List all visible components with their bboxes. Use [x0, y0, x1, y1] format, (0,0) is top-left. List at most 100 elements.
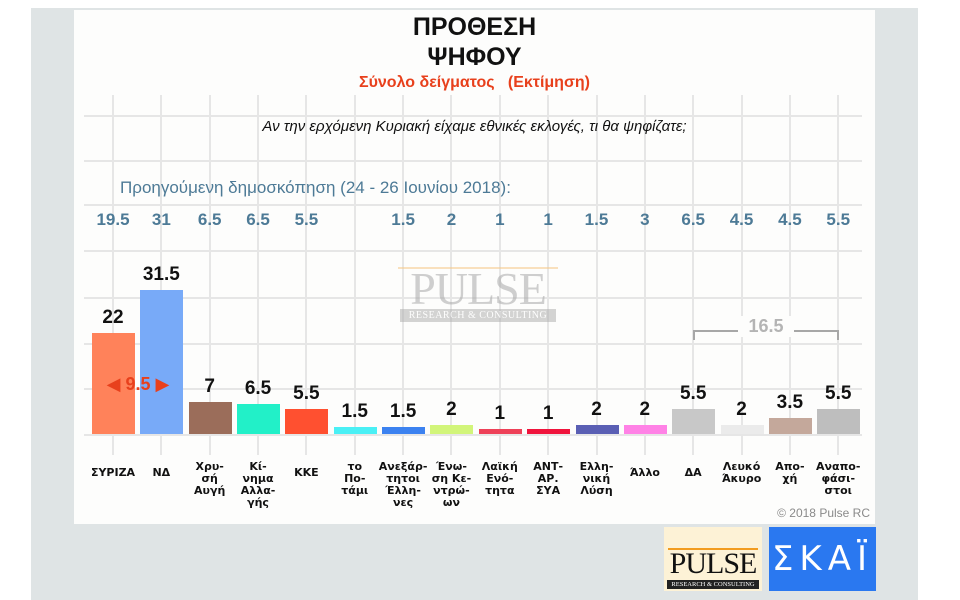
category-label: Ανεξάρ-τητοι Έλλη-νες — [378, 460, 428, 509]
gridline-horizontal — [84, 115, 862, 117]
bar — [237, 404, 281, 434]
category-label: το Πο-τάμι — [341, 460, 369, 497]
bar-value-label: 31.5 — [142, 264, 180, 286]
previous-poll-label: Προηγούμενη δημοσκόπηση (24 - 26 Ιουνίου… — [120, 178, 511, 197]
category-label: Λαϊκή Ενό-τητα — [481, 460, 518, 497]
previous-poll-value: 1.5 — [584, 210, 609, 229]
bar — [140, 290, 184, 434]
gridline-vertical — [257, 95, 260, 455]
gridline-horizontal — [84, 343, 862, 345]
gridline-vertical — [112, 95, 114, 455]
skai-logo: ΣΚΑΪ — [769, 527, 876, 591]
bar — [623, 424, 667, 434]
bar-value-label: 7 — [204, 376, 215, 397]
bar-value-label: 6.5 — [244, 378, 272, 400]
gridline-vertical — [498, 95, 501, 455]
category-label: Άλλο — [629, 466, 660, 479]
category-label: Αναπο-φάσι-στοι — [816, 460, 861, 497]
gridline-vertical — [595, 95, 598, 455]
pulse-wave-icon — [668, 548, 758, 550]
gridline-vertical — [160, 95, 163, 455]
gridline-horizontal — [84, 434, 862, 436]
previous-poll-value: 1 — [495, 210, 505, 229]
chart-subtitle: Σύνολο δείγματος (Εκτίμηση) — [358, 74, 590, 91]
category-label: ΑΝΤ- ΑΡ. ΣΥΑ — [533, 460, 564, 497]
watermark-brand: PULSE — [410, 263, 547, 314]
bar — [720, 424, 764, 434]
gridline-horizontal — [84, 297, 862, 299]
gridline-horizontal — [84, 204, 862, 206]
bar-value-label: 2 — [639, 398, 651, 420]
previous-poll-value: 6.5 — [681, 210, 705, 229]
bar-value-label: 22 — [102, 307, 124, 329]
bar-value-label: 1 — [542, 403, 554, 425]
previous-poll-value: 3 — [640, 210, 650, 229]
bar — [430, 424, 474, 434]
chart-title-line1: ΠΡΟΘΕΣΗ — [412, 13, 537, 41]
category-label: Απο-χή — [775, 460, 805, 485]
previous-poll-value: 4.5 — [778, 210, 802, 229]
bar — [575, 424, 619, 434]
bar — [92, 333, 135, 434]
gridline-vertical — [402, 95, 405, 455]
previous-poll-value: 1 — [543, 210, 553, 229]
bar — [188, 402, 232, 434]
gridline-vertical — [208, 95, 211, 455]
bar — [478, 429, 522, 434]
bar-value-label: 1.5 — [389, 401, 417, 423]
previous-poll-value: 6.5 — [246, 210, 270, 229]
bar — [382, 427, 426, 434]
bar-value-label: 5.5 — [825, 382, 852, 404]
bar — [672, 408, 716, 434]
category-label: Ελλη-νική Λύση — [579, 460, 614, 497]
undecided-bracket-label: 16.5 — [738, 316, 794, 337]
bar — [817, 408, 861, 434]
bar-value-label: 3.5 — [776, 392, 804, 413]
previous-poll-value: 31 — [151, 210, 171, 229]
bar-value-label: 5.5 — [679, 382, 707, 404]
category-label: Χρυ-σή Αυγή — [194, 460, 226, 497]
category-label: Λευκό Άκυρο — [721, 460, 762, 485]
pulse-logo-text: PULSE — [669, 547, 758, 580]
bar — [285, 408, 329, 434]
gridline-vertical — [692, 95, 695, 455]
bar-value-label: 2 — [736, 398, 747, 420]
category-label: Ένω-ση Κε-ντρώ-ων — [431, 460, 472, 509]
gridline-vertical — [547, 95, 550, 455]
watermark-tagline: RESEARCH & CONSULTING — [400, 309, 556, 322]
pulse-watermark: PULSE RESEARCH & CONSULTING — [398, 246, 558, 324]
pulse-logo: PULSE RESEARCH & CONSULTING — [664, 527, 762, 591]
gridline-vertical — [305, 95, 308, 455]
gridline-horizontal — [84, 160, 862, 162]
bar-value-label: 2 — [446, 398, 457, 420]
gridline-vertical — [450, 95, 453, 455]
previous-poll-value: 5.5 — [826, 210, 851, 229]
gridline-vertical — [837, 95, 840, 455]
previous-poll-value: 6.5 — [197, 210, 222, 229]
bar-value-label: 2 — [591, 398, 602, 420]
gridline-horizontal — [84, 250, 862, 252]
survey-question: Αν την ερχόμενη Κυριακή είχαμε εθνικές ε… — [262, 118, 687, 135]
pulse-wave-line-icon — [398, 267, 558, 269]
bar — [333, 427, 377, 434]
previous-poll-value: 1.5 — [391, 210, 415, 229]
previous-poll-value: 5.5 — [294, 210, 319, 229]
copyright: © 2018 Pulse RC — [777, 506, 870, 520]
gridline-vertical — [740, 95, 743, 455]
bar — [527, 429, 571, 434]
gridline-vertical — [353, 95, 356, 455]
previous-poll-value: 4.5 — [729, 210, 754, 229]
pulse-logo-tagline: RESEARCH & CONSULTING — [667, 580, 759, 589]
category-label: ΚΚΕ — [294, 466, 319, 479]
category-label: Κί-νημα Αλλα-γής — [240, 460, 276, 509]
previous-poll-value: 19.5 — [96, 210, 130, 229]
category-label: ΣΥΡΙΖΑ — [90, 466, 136, 479]
bar-value-label: 1.5 — [341, 401, 368, 423]
previous-poll-value: 2 — [446, 210, 457, 229]
lead-difference-annotation: ◀ 9.5 ▶ — [106, 374, 170, 394]
gridline-horizontal — [84, 388, 862, 390]
bar-value-label: 5.5 — [293, 382, 320, 404]
category-label: ΝΔ — [152, 466, 171, 479]
bar — [768, 418, 812, 434]
bar-value-label: 1 — [494, 403, 506, 425]
